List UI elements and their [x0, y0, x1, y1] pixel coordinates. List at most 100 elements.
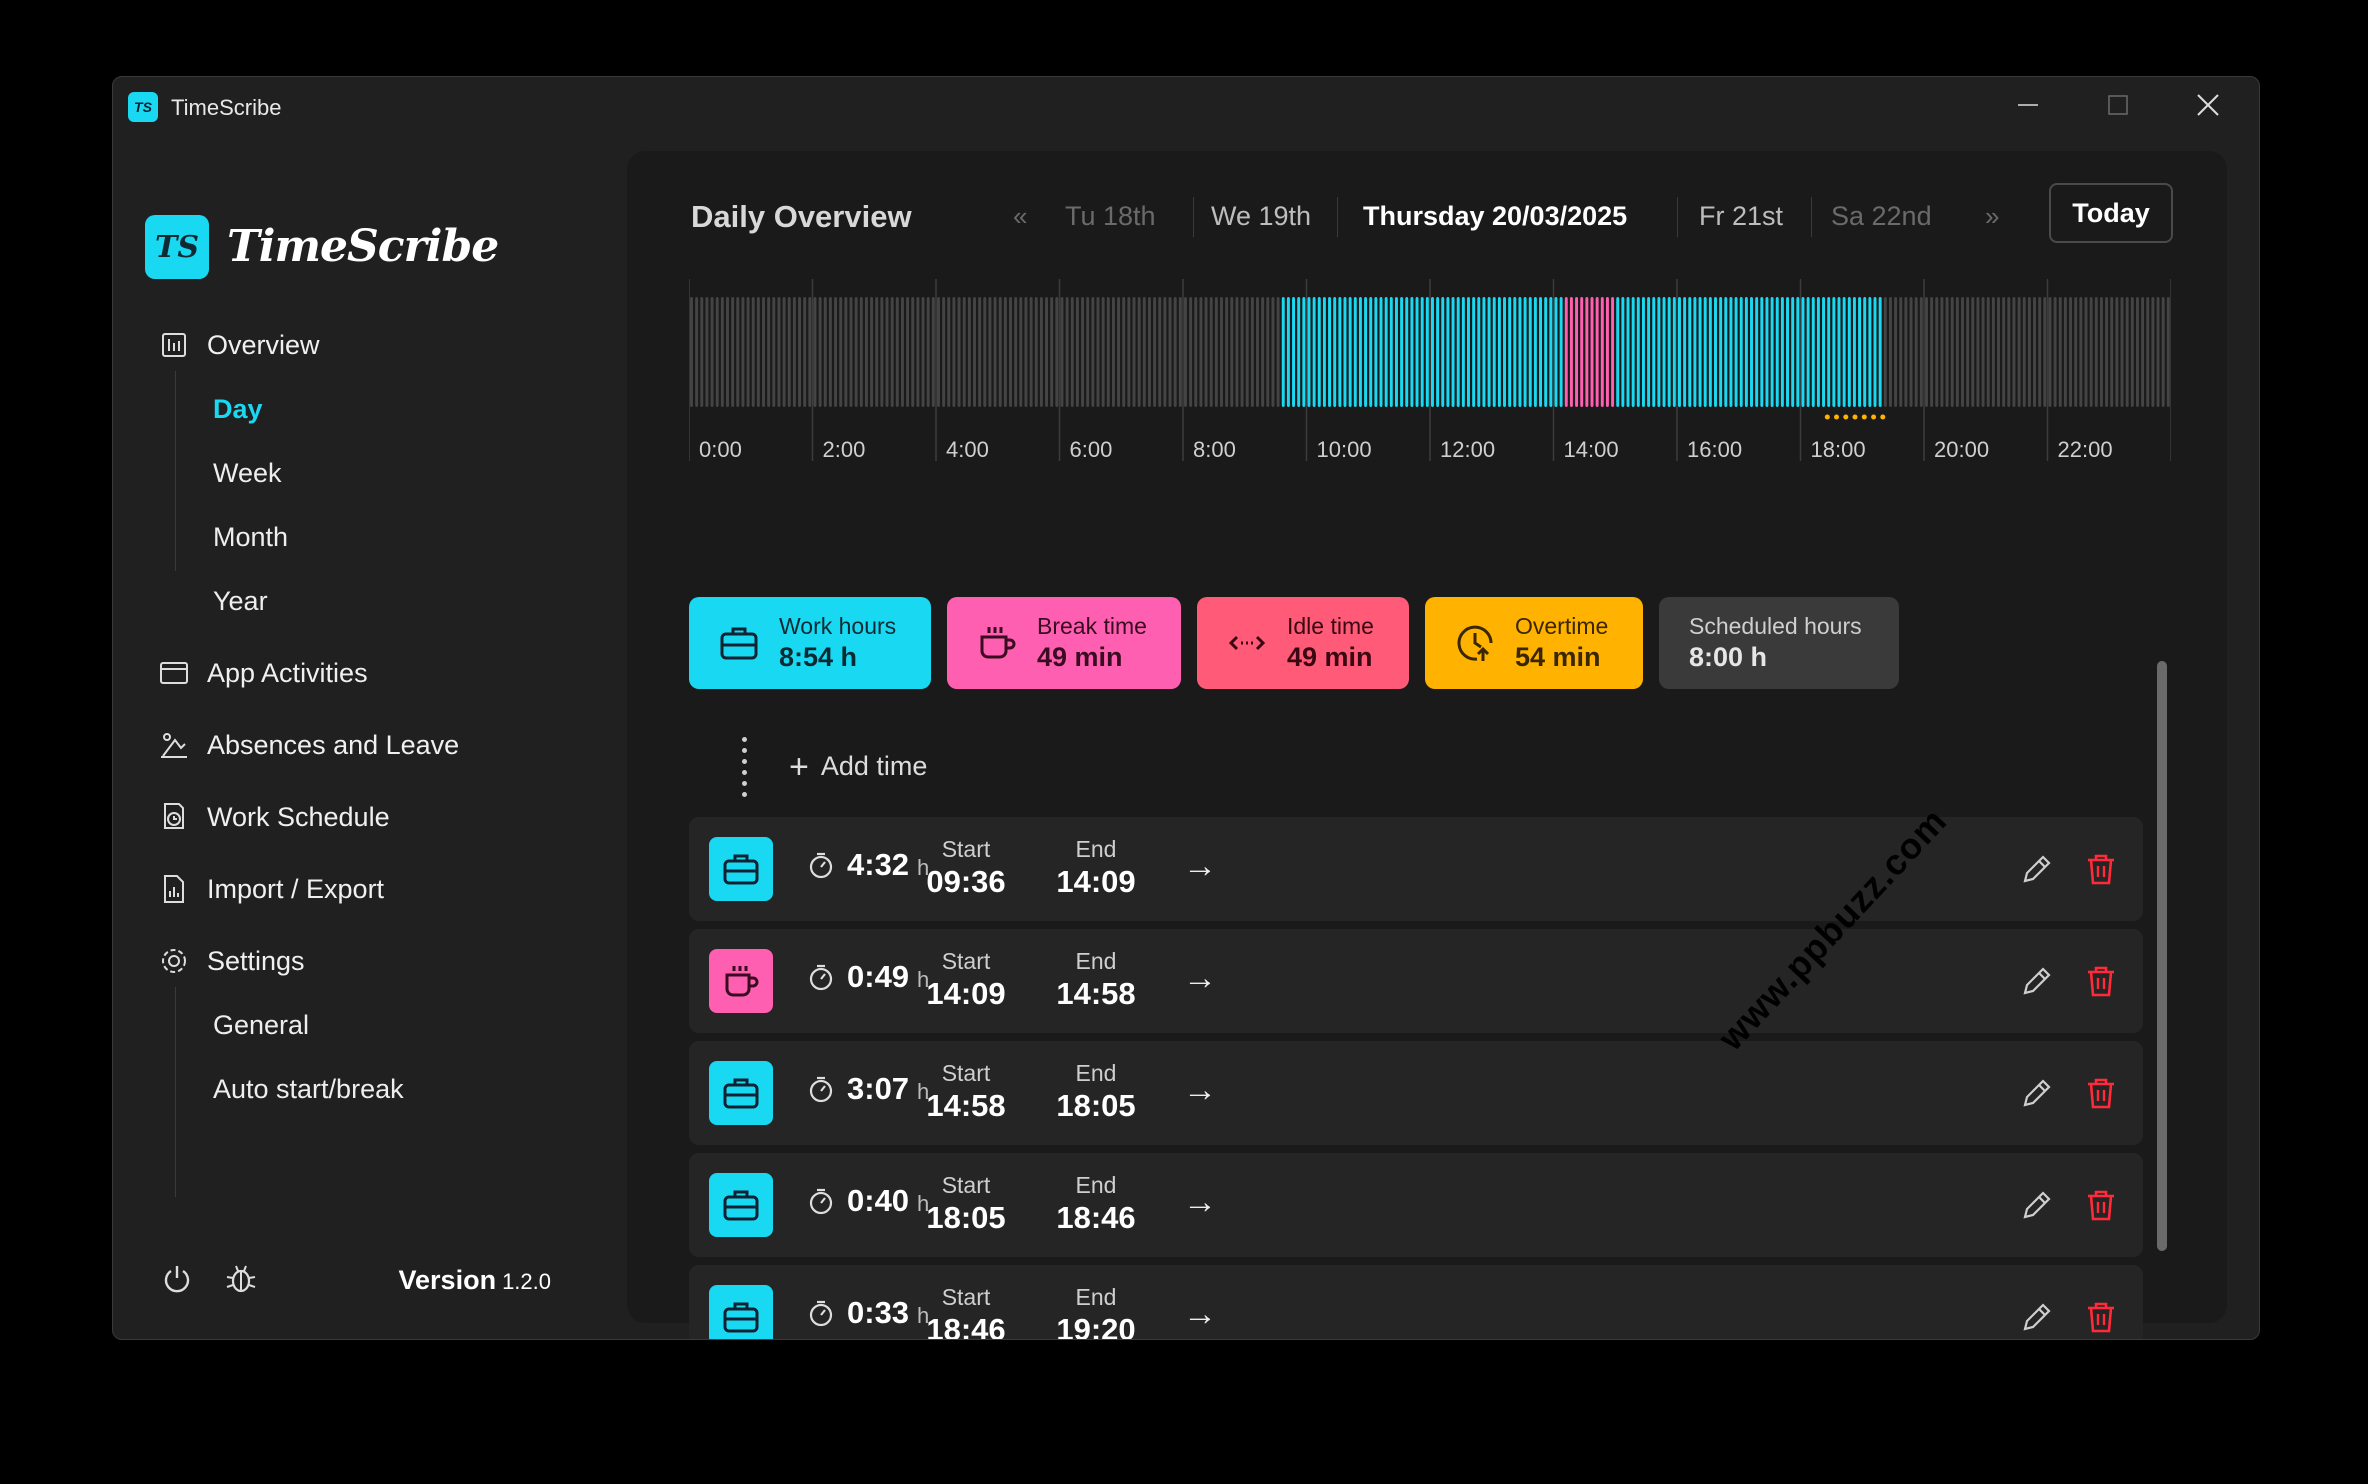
version-label: Version [398, 1265, 497, 1295]
day-timeline[interactable]: 0:00 2:00 4:00 6:00 8:00 10:00 12:00 14:00 16:00… [689, 271, 2171, 471]
timeline-bar [1539, 297, 1543, 407]
subnav-general[interactable]: General [213, 1010, 310, 1040]
entry-duration-value: 0:33 [847, 1295, 910, 1330]
timeline-bar [2099, 297, 2103, 407]
schedule-icon [159, 802, 189, 832]
close-button[interactable] [2163, 77, 2253, 133]
scrollbar-thumb[interactable] [2157, 661, 2167, 1251]
timeline-bar [2151, 297, 2155, 407]
nav-app-activities[interactable]: App Activities [159, 651, 368, 695]
timeline-bar [1322, 297, 1326, 407]
subnav-year[interactable]: Year [213, 586, 268, 616]
app-logo-icon: TS [128, 92, 158, 122]
nav-import-export[interactable]: Import / Export [159, 867, 384, 911]
timeline-bar [1683, 297, 1687, 407]
overview-subnav-line [175, 371, 176, 571]
timeline-bar [1240, 297, 1244, 407]
delete-trash-icon[interactable] [2083, 851, 2119, 887]
timeline-bar [937, 297, 940, 407]
entry-end: End 14:58 [1041, 947, 1151, 1013]
timeline-bar [1451, 297, 1455, 407]
entry-row[interactable]: 3:07 h Start 14:58 → End 18:05 [689, 1041, 2143, 1145]
delete-trash-icon[interactable] [2083, 1187, 2119, 1223]
timeline-bar [1981, 297, 1985, 407]
overtime-marker [1843, 414, 1849, 420]
day-nav-we[interactable]: We 19th [1211, 201, 1312, 231]
timeline-bar [1225, 297, 1229, 407]
nav-work-schedule-label: Work Schedule [207, 801, 390, 832]
timeline-bar [1935, 297, 1939, 407]
entry-start-label: Start [941, 1060, 991, 1086]
entry-end-label: End [1075, 948, 1117, 974]
day-nav-tu[interactable]: Tu 18th [1065, 201, 1156, 231]
stat-value: 49 min [1037, 642, 1123, 672]
timeline-bar [1353, 297, 1357, 407]
add-time-button[interactable]: + Add time [789, 747, 927, 786]
edit-pencil-icon[interactable] [2019, 963, 2055, 999]
timeline-bar [1003, 297, 1007, 407]
edit-pencil-icon[interactable] [2019, 1075, 2055, 1111]
scrollbar[interactable] [2157, 661, 2167, 1251]
timeline-bar [1312, 297, 1316, 407]
subnav-week[interactable]: Week [213, 458, 282, 488]
day-nav-sa[interactable]: Sa 22nd [1831, 201, 1932, 231]
hour-label: 10:00 [1317, 437, 1372, 462]
bug-icon[interactable] [225, 1263, 257, 1295]
entry-row[interactable]: 0:40 h Start 18:05 → End 18:46 [689, 1153, 2143, 1257]
timeline-bar [1209, 297, 1213, 407]
timeline-bar [1729, 297, 1733, 407]
timeline-bar [818, 297, 822, 407]
hour-label: 18:00 [1811, 437, 1866, 462]
day-nav-current[interactable]: Thursday 20/03/2025 [1363, 201, 1628, 231]
plus-icon: + [789, 747, 809, 786]
overtime-marker [1834, 414, 1839, 420]
entry-row[interactable]: 0:49 h Start 14:09 → End 14:58 [689, 929, 2143, 1033]
timeline-bar [1930, 297, 1934, 407]
minimize-button[interactable] [1983, 77, 2073, 133]
subnav-day[interactable]: Day [213, 394, 263, 424]
timeline-bar [695, 297, 699, 407]
edit-pencil-icon[interactable] [2019, 1187, 2055, 1223]
timeline-bar [1142, 297, 1146, 407]
overtime-marker [1852, 414, 1858, 420]
edit-pencil-icon[interactable] [2019, 851, 2055, 887]
timeline-bar [1096, 297, 1100, 407]
timeline-bar [1847, 297, 1851, 407]
subnav-month[interactable]: Month [213, 522, 289, 552]
today-button[interactable]: Today [2049, 183, 2173, 243]
timeline-bar [1091, 297, 1095, 407]
day-separator [1811, 197, 1812, 237]
timeline-bar [767, 297, 771, 407]
nav-absences[interactable]: Absences and Leave [159, 723, 459, 767]
nav-overview[interactable]: Overview [159, 323, 320, 367]
delete-trash-icon[interactable] [2083, 963, 2119, 999]
subnav-auto-start-break[interactable]: Auto start/break [213, 1074, 404, 1104]
nav-work-schedule[interactable]: Work Schedule [159, 795, 390, 839]
delete-trash-icon[interactable] [2083, 1299, 2119, 1335]
prev-day-chevron-icon[interactable]: « [1013, 201, 1028, 231]
maximize-button[interactable] [2073, 77, 2163, 133]
nav-settings[interactable]: Settings [159, 939, 305, 983]
entry-row[interactable]: 0:33 h Start 18:46 → End 19:20 [689, 1265, 2143, 1339]
timeline-bar [803, 297, 807, 407]
briefcase-icon [709, 837, 773, 901]
edit-pencil-icon[interactable] [2019, 1299, 2055, 1335]
power-icon[interactable] [161, 1263, 193, 1295]
timeline-bar [1672, 297, 1676, 407]
overtime-marker [1871, 414, 1877, 420]
timeline-bar [849, 297, 853, 407]
timeline-bar [1394, 297, 1398, 407]
timeline-bar [890, 297, 894, 407]
next-day-chevron-icon[interactable]: » [1985, 201, 2000, 231]
hour-label: 4:00 [946, 437, 989, 462]
timeline-bar [2069, 297, 2073, 407]
day-nav-fr[interactable]: Fr 21st [1699, 201, 1784, 231]
timeline-bar [1106, 297, 1110, 407]
timeline-bar [1482, 297, 1486, 407]
timeline-bar [1070, 297, 1074, 407]
entry-row[interactable]: 4:32 h Start 09:36 → End 14:09 [689, 817, 2143, 921]
timeline-bar [1420, 297, 1424, 407]
delete-trash-icon[interactable] [2083, 1075, 2119, 1111]
timeline-bar [2048, 297, 2052, 407]
hour-label: 2:00 [823, 437, 866, 462]
